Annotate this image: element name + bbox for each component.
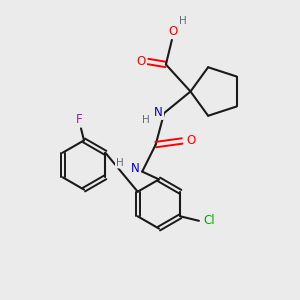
Text: H: H <box>179 16 187 26</box>
Text: O: O <box>137 55 146 68</box>
Text: N: N <box>131 162 140 175</box>
Text: O: O <box>169 25 178 38</box>
Text: Cl: Cl <box>204 214 215 227</box>
Text: O: O <box>187 134 196 148</box>
Text: H: H <box>142 115 149 125</box>
Text: F: F <box>76 113 83 126</box>
Text: H: H <box>116 158 124 168</box>
Text: N: N <box>154 106 163 119</box>
